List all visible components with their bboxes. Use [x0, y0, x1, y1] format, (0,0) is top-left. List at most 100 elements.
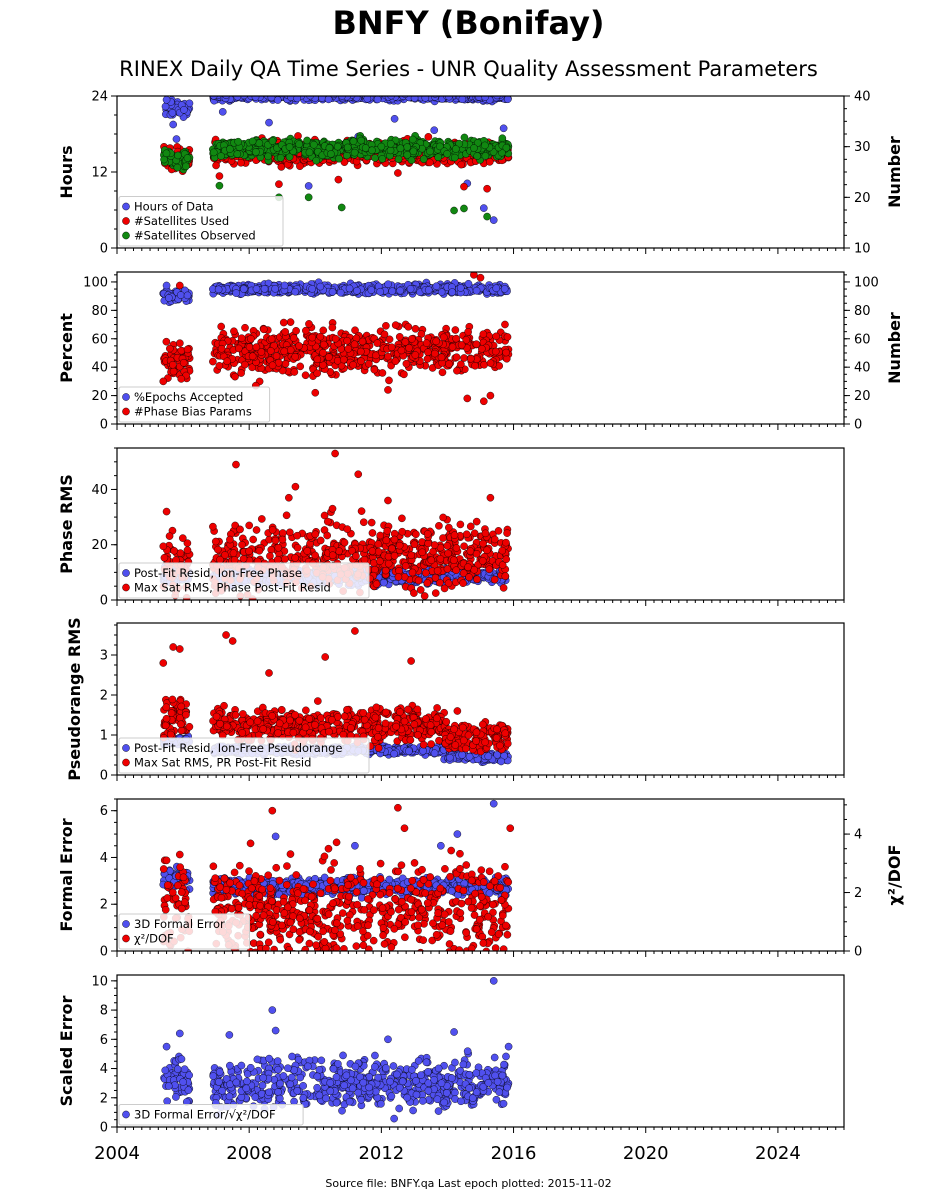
data-point — [217, 152, 225, 160]
y2-tick-label: 20 — [854, 191, 871, 206]
y2-tick-label: 40 — [854, 361, 871, 376]
data-point — [386, 140, 395, 148]
data-point — [162, 281, 171, 290]
data-point — [280, 347, 289, 356]
data-point — [437, 353, 446, 362]
data-point — [350, 148, 359, 157]
data-point — [401, 338, 410, 346]
data-point — [349, 137, 358, 146]
data-point — [304, 182, 313, 190]
data-point — [421, 96, 430, 102]
data-point — [311, 388, 320, 397]
data-point — [261, 96, 266, 97]
data-point — [420, 592, 429, 600]
data-point — [162, 337, 171, 346]
data-point — [183, 546, 192, 555]
data-point — [254, 96, 259, 97]
series-red — [159, 272, 513, 406]
data-point — [215, 181, 224, 190]
data-point — [280, 281, 289, 290]
data-point — [338, 96, 346, 100]
data-point — [175, 281, 184, 290]
chart-title: BNFY (Bonifay) — [332, 4, 605, 42]
legend-label: Hours of Data — [134, 200, 214, 214]
data-point — [290, 368, 299, 376]
data-point — [373, 96, 382, 104]
data-point — [305, 320, 313, 328]
data-point — [267, 96, 276, 102]
data-point — [291, 287, 300, 296]
data-point — [361, 144, 370, 152]
data-point — [424, 286, 433, 294]
series-green — [160, 131, 513, 221]
data-point — [460, 133, 469, 142]
data-point — [286, 346, 295, 354]
data-point — [162, 149, 171, 158]
data-point — [267, 335, 276, 343]
data-point — [431, 589, 440, 597]
data-point — [323, 517, 332, 526]
data-point — [481, 96, 489, 101]
data-point — [457, 160, 466, 169]
data-point — [233, 150, 242, 158]
data-point — [425, 158, 434, 167]
data-point — [304, 193, 313, 202]
data-point — [328, 323, 337, 332]
data-point — [316, 282, 325, 291]
data-point — [444, 579, 453, 588]
data-point — [394, 169, 402, 177]
data-point — [236, 525, 244, 534]
y2-tick-label: 10 — [854, 242, 871, 257]
y2-tick-label: 100 — [854, 275, 879, 290]
data-point — [350, 340, 359, 349]
data-point — [419, 155, 428, 163]
data-point — [302, 326, 310, 335]
data-point — [470, 272, 478, 279]
data-point — [177, 375, 186, 383]
data-point — [437, 288, 446, 296]
data-point — [222, 96, 230, 100]
data-point — [372, 580, 381, 588]
data-point — [209, 148, 218, 157]
y2-tick-label: 80 — [854, 304, 871, 319]
data-point — [426, 147, 434, 156]
data-point — [237, 158, 245, 167]
data-point — [443, 150, 451, 158]
data-point — [452, 334, 460, 343]
data-point — [448, 343, 457, 351]
data-point — [340, 158, 349, 166]
plot-frame — [116, 271, 845, 425]
data-point — [174, 151, 182, 160]
data-point — [296, 362, 305, 371]
data-point — [264, 152, 272, 161]
data-point — [295, 140, 303, 148]
data-point — [217, 344, 226, 353]
data-point — [465, 573, 473, 581]
data-point — [499, 124, 508, 133]
data-point — [217, 322, 225, 331]
data-point — [278, 88, 285, 95]
data-point — [328, 504, 337, 513]
legend-box — [118, 386, 271, 423]
data-points — [159, 272, 513, 406]
legend: Hours of Data#Satellites Used#Satellites… — [118, 196, 284, 247]
data-point — [424, 133, 433, 141]
data-point — [334, 175, 343, 184]
data-point — [381, 566, 390, 575]
data-point — [185, 99, 194, 108]
data-point — [503, 96, 512, 104]
data-point — [223, 357, 231, 366]
y-tick-label: 20 — [91, 389, 108, 404]
data-point — [363, 96, 372, 103]
data-point — [502, 348, 510, 357]
data-point — [257, 515, 266, 523]
data-point — [328, 288, 337, 296]
data-point — [287, 96, 295, 102]
y-axis-label: Hours — [57, 145, 76, 198]
data-point — [409, 147, 418, 156]
data-point — [423, 355, 432, 363]
data-point — [498, 96, 502, 97]
data-point — [182, 162, 190, 171]
data-point — [403, 143, 411, 151]
